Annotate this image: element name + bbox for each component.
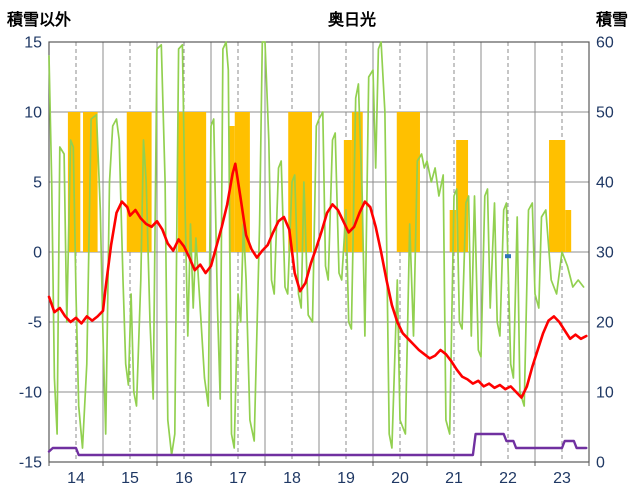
right-axis-tick-label: 60: [596, 35, 614, 52]
right-axis-tick-label: 40: [596, 175, 614, 192]
left-axis-tick-label: -10: [19, 385, 42, 402]
x-axis-day-label: 14: [67, 470, 85, 487]
left-axis-tick-label: 15: [24, 35, 42, 52]
bar-orange-bars: [288, 112, 312, 252]
series-red-line: [47, 162, 588, 399]
left-axis-tick-label: 5: [33, 175, 42, 192]
left-axis-tick-label: -15: [19, 455, 42, 472]
right-axis-tick-label: 30: [596, 245, 614, 262]
x-axis-day-label: 18: [283, 470, 301, 487]
right-axis-tick-label: 20: [596, 315, 614, 332]
bar-orange-bars: [228, 126, 235, 252]
right-axis-tick-label: 10: [596, 385, 614, 402]
bar-orange-bars: [178, 112, 207, 252]
x-axis-day-label: 23: [553, 470, 571, 487]
x-axis-day-label: 20: [391, 470, 409, 487]
bar-orange-bars: [456, 140, 469, 252]
x-axis-day-label: 15: [121, 470, 139, 487]
right-axis-tick-label: 50: [596, 105, 614, 122]
right-axis-tick-label: 0: [596, 455, 605, 472]
bar-orange-bars: [396, 112, 420, 252]
left-axis-tick-label: 10: [24, 105, 42, 122]
bar-orange-bars: [351, 112, 363, 252]
x-axis-day-label: 17: [229, 470, 247, 487]
bar-orange-bars: [565, 210, 572, 252]
bar-orange-bars: [234, 112, 250, 252]
series-green-line: [48, 41, 585, 456]
bar-orange-bars: [549, 140, 566, 252]
left-axis-tick-label: -5: [28, 315, 42, 332]
chart-title: 奥日光: [327, 12, 377, 29]
x-axis-day-label: 16: [175, 470, 193, 487]
x-axis-day-label: 19: [337, 470, 355, 487]
x-axis-day-label: 21: [445, 470, 463, 487]
mark-blue-mark: [505, 254, 511, 259]
bar-orange-bars: [343, 140, 352, 252]
right-axis-title: 積雪: [595, 12, 628, 29]
left-axis-title: 積雪以外: [7, 12, 72, 29]
series-snow-depth-purple: [47, 432, 588, 457]
x-axis-day-label: 22: [499, 470, 517, 487]
left-axis-tick-label: 0: [33, 245, 42, 262]
